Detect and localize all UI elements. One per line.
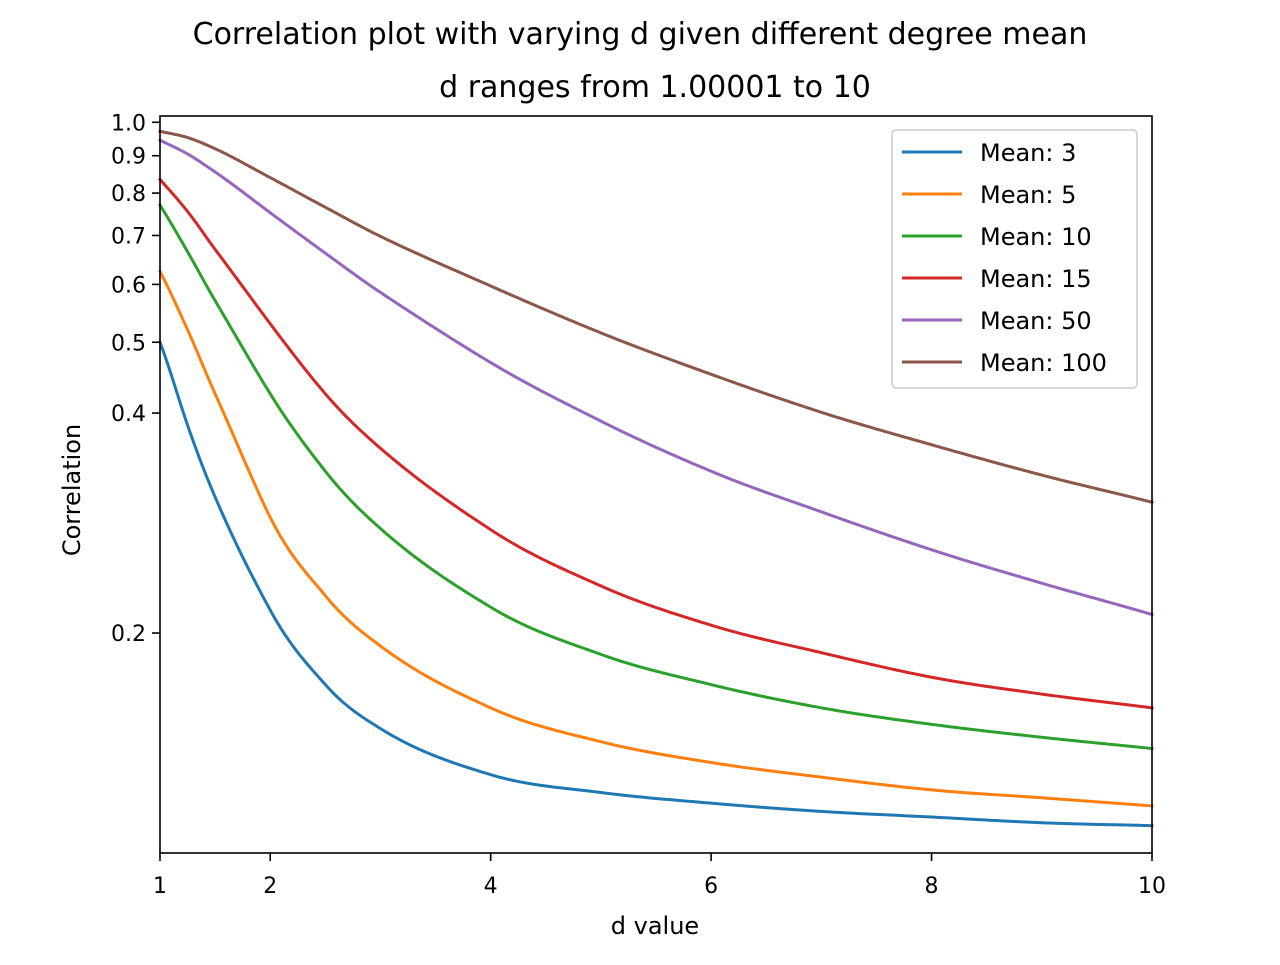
y-tick-label: 0.5 bbox=[111, 331, 146, 356]
x-axis-ticks: 1 2 4 6 8 10 bbox=[153, 853, 1166, 899]
plot-frame bbox=[159, 115, 1153, 854]
y-tick-label: 0.9 bbox=[111, 145, 146, 170]
y-tick-label: 0.2 bbox=[111, 622, 146, 647]
x-tick-label: 1 bbox=[153, 874, 167, 899]
x-axis-label: d value bbox=[611, 912, 699, 940]
series-line-3 bbox=[157, 177, 1154, 710]
legend-label-2: Mean: 10 bbox=[980, 223, 1092, 251]
legend-label-0: Mean: 3 bbox=[980, 139, 1076, 167]
y-tick-label: 0.8 bbox=[111, 182, 146, 207]
legend-label-1: Mean: 5 bbox=[980, 181, 1076, 209]
series-line-5 bbox=[158, 129, 1154, 505]
x-tick-label: 6 bbox=[704, 874, 718, 899]
x-tick-label: 10 bbox=[1138, 874, 1166, 899]
series-line-0 bbox=[158, 340, 1154, 828]
legend: Mean: 3 Mean: 5 Mean: 10 Mean: 15 Mean: 50 Me… bbox=[891, 129, 1138, 389]
series-line-4 bbox=[157, 138, 1154, 617]
legend-label-3: Mean: 15 bbox=[980, 265, 1092, 293]
series-line-1 bbox=[157, 269, 1154, 808]
y-tick-label: 0.7 bbox=[111, 224, 146, 249]
legend-label-5: Mean: 100 bbox=[980, 349, 1107, 377]
y-tick-label: 1.0 bbox=[111, 111, 146, 136]
series-line-2 bbox=[157, 203, 1154, 751]
chart-subtitle: d ranges from 1.00001 to 10 bbox=[439, 70, 871, 105]
legend-items: Mean: 3 Mean: 5 Mean: 10 Mean: 15 Mean: 50 Me… bbox=[902, 139, 1107, 377]
x-tick-label: 8 bbox=[925, 874, 939, 899]
plot-lines bbox=[157, 129, 1154, 828]
y-tick-label: 0.4 bbox=[111, 402, 146, 427]
y-axis-label: Correlation bbox=[58, 424, 86, 556]
x-tick-label: 4 bbox=[484, 874, 498, 899]
y-axis-ticks: 0.2 0.4 0.5 0.6 0.7 0.8 0.9 1.0 bbox=[111, 111, 160, 647]
legend-label-4: Mean: 50 bbox=[980, 307, 1092, 335]
x-tick-label: 2 bbox=[263, 874, 277, 899]
chart-title: Correlation plot with varying d given di… bbox=[193, 17, 1088, 52]
y-tick-label: 0.6 bbox=[111, 273, 146, 298]
